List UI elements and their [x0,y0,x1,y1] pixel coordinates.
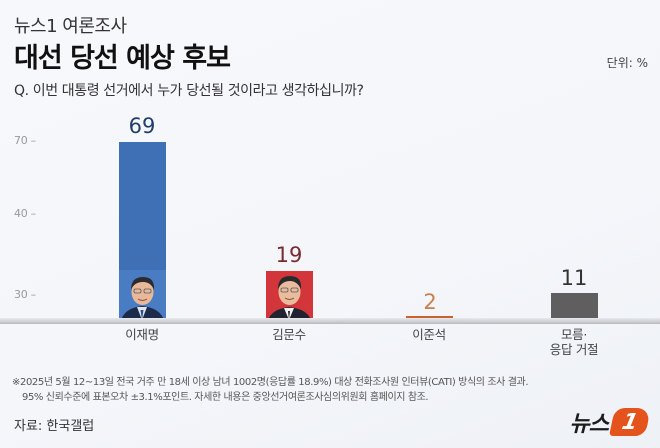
bar-dont-know [551,293,598,321]
bar-lee-jaemyung [119,142,166,320]
survey-note-line2: 95% 신뢰수준에 표본오차 ±3.1%포인트. 자세한 내용은 중앙선거여론조… [22,392,429,403]
bar-label-kim-moonsoo: 김문수 [272,327,306,342]
bar-kim-moonsoo [266,271,313,320]
bar-label-dont-know: 모름· 응답 거절 [524,327,624,357]
candidate-photo-icon [266,271,313,320]
survey-question: Q. 이번 대통령 선거에서 누가 당선될 것이라고 생각하십니까? [14,83,364,99]
bar-value-lee-junseok: 2 [423,290,437,314]
y-tick-30: 30 – [14,288,36,301]
bar-label-dont-know-line2: 응답 거절 [549,342,599,357]
kicker: 뉴스1 여론조사 [14,16,127,37]
bar-value-lee-jaemyung: 69 [128,114,156,138]
bar-value-dont-know: 11 [560,266,588,290]
news1-logo: 뉴스 1 [569,406,651,438]
chart-baseline [0,318,660,324]
candidate-photo-icon [119,270,166,320]
logo-mark-icon: 1 [609,408,651,436]
bar-label-dont-know-line1: 모름· [560,327,588,342]
bar-value-kim-moonsoo: 19 [275,243,303,267]
unit-label: 단위: % [606,56,648,70]
bar-label-lee-junseok: 이준석 [412,327,446,342]
survey-note-line1: ※2025년 5월 12~13일 전국 거주 만 18세 이상 남녀 1002명… [12,377,529,388]
y-tick-70: 70 – [14,134,36,147]
bar-label-lee-jaemyung: 이재명 [125,327,159,342]
chart-title: 대선 당선 예상 후보 [14,43,231,74]
y-tick-40: 40 – [14,207,36,220]
source-label: 자료: 한국갤럽 [14,419,95,434]
logo-text: 뉴스 [569,412,609,437]
